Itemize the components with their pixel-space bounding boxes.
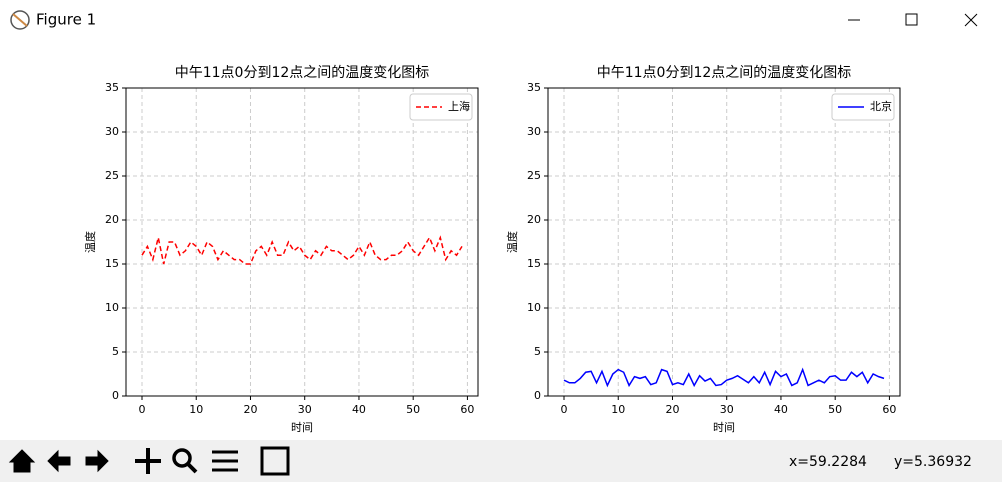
x-tick-label: 10 [611, 403, 625, 416]
x-axis-label: 时间 [713, 421, 735, 434]
x-tick-label: 50 [406, 403, 420, 416]
zoom-button[interactable] [172, 448, 198, 474]
maximize-button[interactable] [905, 13, 918, 26]
app-icon-part [12, 13, 28, 27]
x-axis-label: 时间 [291, 421, 313, 434]
x-tick-label: 60 [882, 403, 896, 416]
y-tick-label: 15 [527, 257, 541, 270]
x-tick-label: 30 [720, 403, 734, 416]
legend-label: 北京 [870, 99, 892, 113]
back-button[interactable] [47, 449, 71, 473]
toolbar-buttons [8, 446, 290, 476]
y-tick-label: 10 [105, 301, 119, 314]
y-tick-label: 5 [534, 345, 541, 358]
x-tick-label: 50 [828, 403, 842, 416]
legend-label: 上海 [448, 99, 470, 113]
x-tick-label: 40 [352, 403, 366, 416]
window-title: Figure 1 [36, 11, 96, 29]
x-tick-label: 10 [189, 403, 203, 416]
y-tick-label: 15 [105, 257, 119, 270]
y-tick-label: 35 [105, 81, 119, 94]
y-tick-label: 20 [105, 213, 119, 226]
x-tick-label: 40 [774, 403, 788, 416]
y-tick-label: 5 [112, 345, 119, 358]
data-line [563, 367, 885, 388]
y-tick-label: 30 [527, 125, 541, 138]
x-tick-label: 30 [298, 403, 312, 416]
y-tick-label: 25 [105, 169, 119, 182]
close-button[interactable] [964, 13, 978, 27]
status-x: x=59.2284 [789, 454, 867, 470]
x-tick-label: 0 [139, 403, 146, 416]
title-bar [0, 0, 1002, 40]
axes-frame [125, 87, 479, 397]
y-axis-label: 温度 [83, 231, 97, 253]
y-tick-label: 25 [527, 169, 541, 182]
forward-button[interactable] [85, 449, 109, 473]
y-axis-label: 温度 [505, 231, 519, 253]
home-button[interactable] [8, 449, 36, 473]
y-tick-label: 0 [534, 389, 541, 402]
data-line [141, 235, 463, 265]
x-tick-label: 20 [243, 403, 257, 416]
y-tick-label: 20 [527, 213, 541, 226]
status-y: y=5.36932 [894, 454, 972, 470]
configure-button[interactable] [212, 450, 238, 472]
chart-title: 中午11点0分到12点之间的温度变化图标 [175, 65, 430, 81]
pan-button[interactable] [135, 448, 161, 474]
x-tick-label: 0 [561, 403, 568, 416]
x-tick-label: 60 [460, 403, 474, 416]
y-tick-label: 10 [527, 301, 541, 314]
y-tick-label: 0 [112, 389, 119, 402]
axes-frame [547, 87, 901, 397]
save-button[interactable] [260, 446, 290, 476]
toolbar [0, 440, 1002, 482]
x-tick-label: 20 [665, 403, 679, 416]
y-tick-label: 30 [105, 125, 119, 138]
y-tick-label: 35 [527, 81, 541, 94]
chart-title: 中午11点0分到12点之间的温度变化图标 [597, 65, 852, 81]
